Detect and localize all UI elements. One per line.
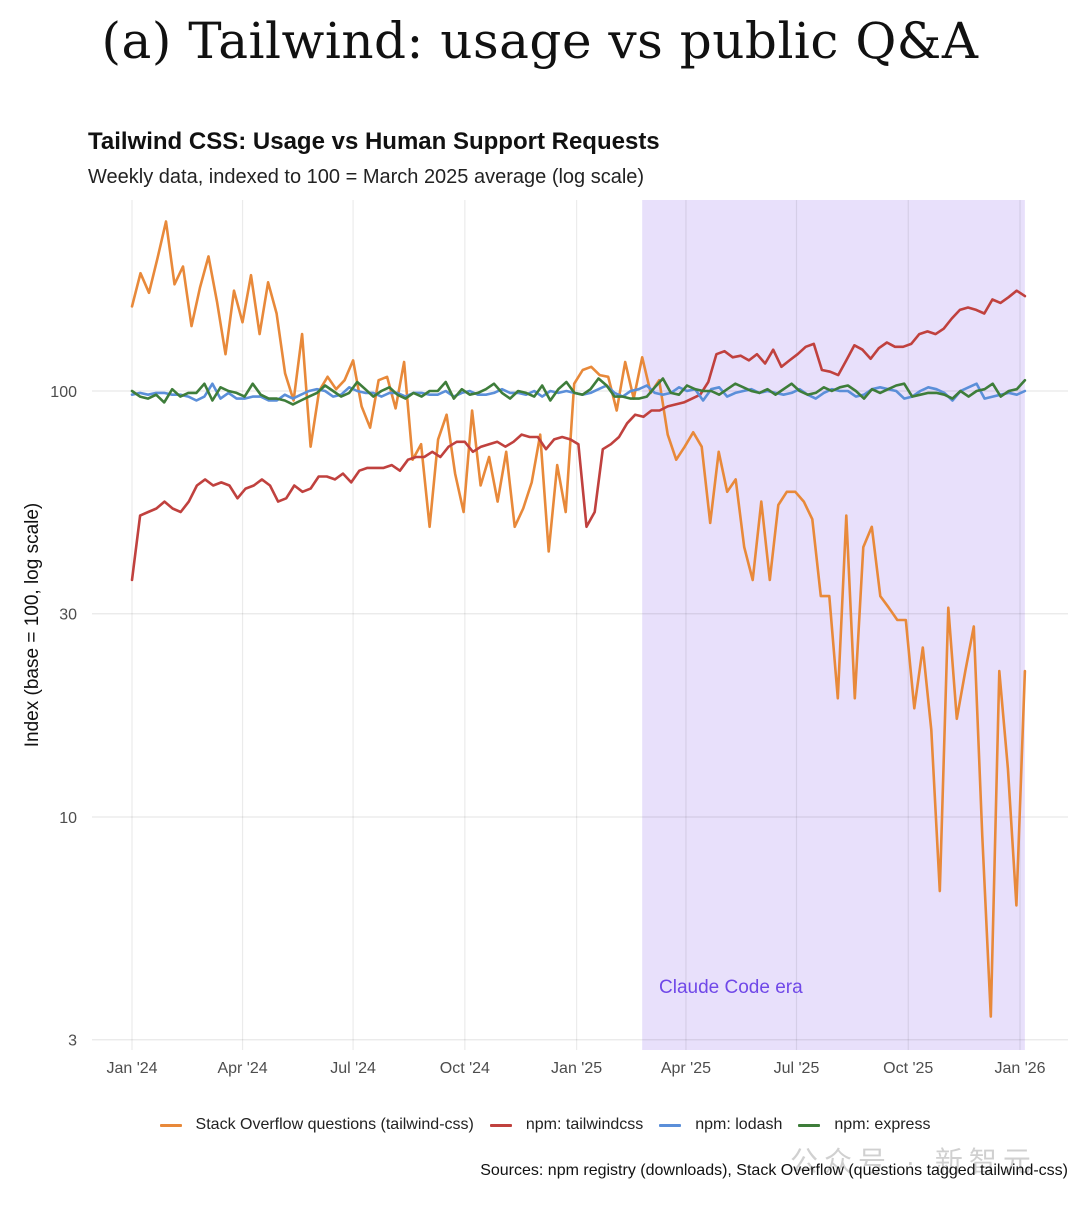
y-tick-label: 10: [59, 810, 77, 827]
legend-swatch: [798, 1123, 821, 1127]
x-tick-label: Jan '24: [106, 1060, 157, 1077]
claude-code-era-shade-layer: [642, 200, 1025, 1050]
series-line-npm-tailwindcss: [130, 289, 1027, 582]
sources-caption: Sources: npm registry (downloads), Stack…: [480, 1162, 1068, 1179]
y-tick-labels: 3 10 30 100: [50, 384, 77, 1050]
legend-label: npm: express: [834, 1116, 931, 1133]
x-tick-label: Oct '24: [440, 1060, 490, 1077]
legend-swatch: [489, 1123, 512, 1127]
series-line-npm-express: [130, 377, 1027, 406]
claude-code-era-label: Claude Code era: [659, 977, 803, 998]
legend-item: Stack Overflow questions (tailwind-css): [159, 1116, 474, 1134]
series-layer: [130, 220, 1027, 1018]
legend-item: npm: tailwindcss: [489, 1116, 644, 1134]
figure-title: (a) Tailwind: usage vs public Q&A: [101, 12, 979, 70]
legend-item: npm: express: [798, 1116, 930, 1134]
grid-layer: [92, 200, 1068, 1050]
legend-swatch: [159, 1123, 182, 1127]
legend-label: npm: lodash: [695, 1116, 783, 1133]
x-tick-label: Apr '25: [661, 1060, 711, 1077]
x-tick-label: Apr '24: [217, 1060, 267, 1077]
x-tick-labels: Jan '24 Apr '24 Jul '24 Oct '24 Jan '25 Apr '…: [106, 1060, 1045, 1077]
claude-code-era-shade: [642, 200, 1025, 1050]
x-tick-label: Oct '25: [883, 1060, 933, 1077]
legend-swatch: [659, 1123, 682, 1127]
legend-item: npm: lodash: [659, 1116, 782, 1134]
series-line-stack-overflow-questions-tailwind-css: [130, 220, 1027, 1018]
chart-title: Tailwind CSS: Usage vs Human Support Req…: [88, 128, 660, 155]
x-tick-label: Jul '24: [330, 1060, 376, 1077]
x-tick-label: Jan '25: [551, 1060, 602, 1077]
watermark: 公众号 · 新智元: [790, 1146, 1037, 1177]
legend-label: npm: tailwindcss: [525, 1116, 644, 1133]
legend-label: Stack Overflow questions (tailwind-css): [195, 1116, 474, 1133]
chart-subtitle: Weekly data, indexed to 100 = March 2025…: [88, 166, 645, 188]
y-axis-title: Index (base = 100, log scale): [22, 503, 43, 748]
legend: Stack Overflow questions (tailwind-css) n…: [0, 1116, 1080, 1134]
y-tick-label: 30: [59, 607, 77, 624]
x-tick-label: Jan '26: [994, 1060, 1045, 1077]
y-tick-label: 100: [50, 384, 77, 401]
x-tick-label: Jul '25: [774, 1060, 820, 1077]
y-tick-label: 3: [68, 1033, 77, 1050]
